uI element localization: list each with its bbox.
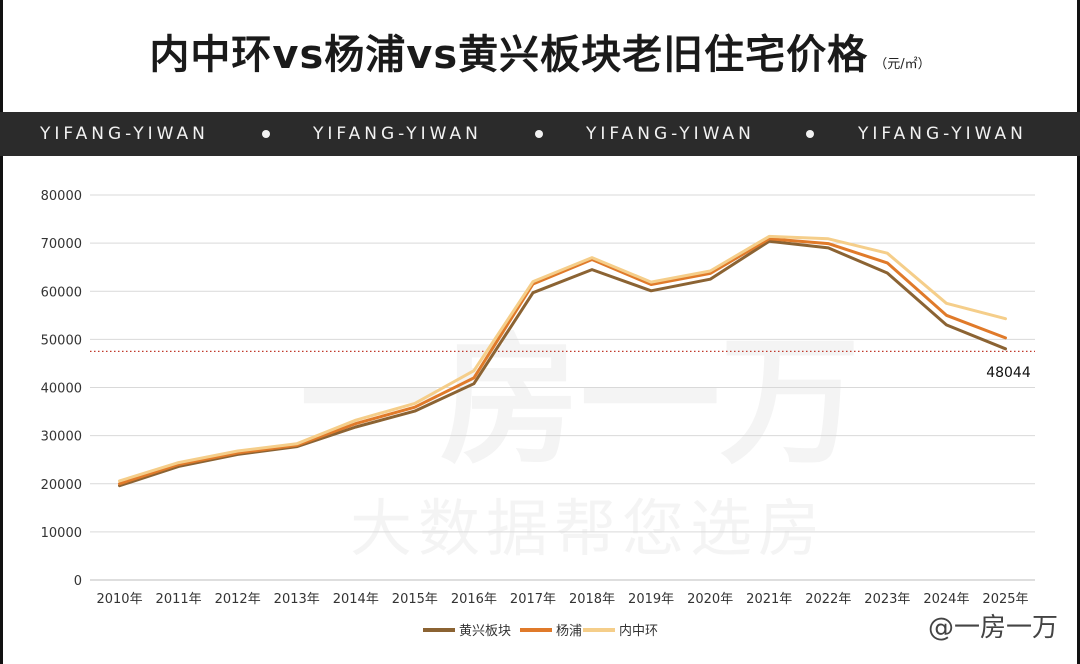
y-tick-label: 60000 xyxy=(41,285,82,300)
banner-text: YIFANG-YIWAN xyxy=(858,124,1027,144)
series-line-2 xyxy=(118,234,1007,483)
banner-text: YIFANG-YIWAN xyxy=(313,124,482,144)
line-chart: 一房一万 大数据帮您选房 0 10000 20000 30000 40000 50000 6… xyxy=(41,189,1035,639)
chart-title: 内中环vs杨浦vs黄兴板块老旧住宅价格 xyxy=(149,32,869,78)
y-tick-label: 40000 xyxy=(41,382,82,397)
x-tick-label: 2013年 xyxy=(274,592,320,607)
grid xyxy=(90,194,1035,581)
y-tick-label: 0 xyxy=(74,574,82,589)
x-tick-label: 2018年 xyxy=(569,592,615,607)
x-tick-label: 2023年 xyxy=(864,592,910,607)
x-tick-label: 2014年 xyxy=(333,592,379,607)
x-tick-label: 2017年 xyxy=(510,592,556,607)
x-tick-label: 2024年 xyxy=(923,592,969,607)
y-tick-label: 80000 xyxy=(41,189,82,204)
x-tick-label: 2012年 xyxy=(215,592,261,607)
watermark-slogan: 大数据帮您选房 xyxy=(350,492,826,565)
brand-banner: YIFANG-YIWAN YIFANG-YIWAN YIFANG-YIWAN Y… xyxy=(0,112,1080,156)
banner-dot xyxy=(535,130,543,138)
legend-label: 内中环 xyxy=(619,623,658,639)
title-area: 内中环vs杨浦vs黄兴板块老旧住宅价格 （元/㎡） xyxy=(0,22,1080,80)
y-tick-label: 10000 xyxy=(41,526,82,541)
data-label: 48044 xyxy=(986,365,1031,381)
corner-watermark: @一房一万 xyxy=(927,613,1058,643)
x-tick-label: 2020年 xyxy=(687,592,733,607)
right-frame-border xyxy=(1077,0,1080,664)
x-tick-label: 2021年 xyxy=(746,592,792,607)
x-tick-label: 2015年 xyxy=(392,592,438,607)
legend-label: 杨浦 xyxy=(556,624,582,639)
x-tick-label: 2011年 xyxy=(156,592,202,607)
series-line-1 xyxy=(118,237,1007,486)
legend: 黄兴板块 杨浦 内中环 xyxy=(423,623,658,639)
watermark: 一房一万 大数据帮您选房 xyxy=(300,321,860,565)
series-group xyxy=(118,234,1007,488)
banner-text: YIFANG-YIWAN xyxy=(40,124,209,144)
watermark-brand: 一房一万 xyxy=(300,321,860,484)
legend-label: 黄兴板块 xyxy=(459,624,511,639)
banner-dot xyxy=(262,130,270,138)
unit-label: （元/㎡） xyxy=(874,57,931,72)
x-tick-label: 2022年 xyxy=(805,592,851,607)
y-tick-label: 70000 xyxy=(41,237,82,252)
x-tick-label: 2010年 xyxy=(96,592,142,607)
x-tick-label: 2025年 xyxy=(982,592,1028,607)
banner-text: YIFANG-YIWAN xyxy=(586,124,755,144)
y-tick-label: 20000 xyxy=(41,478,82,493)
x-axis: 2010年 2011年 2012年 2013年 2014年 2015年 2016年 2017年… xyxy=(96,592,1028,607)
x-tick-label: 2019年 xyxy=(628,592,674,607)
y-axis: 0 10000 20000 30000 40000 50000 60000 70000 8000… xyxy=(41,189,82,589)
banner-dot xyxy=(806,130,814,138)
y-tick-label: 30000 xyxy=(41,430,82,445)
x-tick-label: 2016年 xyxy=(451,592,497,607)
annotation-group: 48044 xyxy=(986,365,1031,381)
left-frame-border xyxy=(0,0,3,664)
y-tick-label: 50000 xyxy=(41,333,82,348)
